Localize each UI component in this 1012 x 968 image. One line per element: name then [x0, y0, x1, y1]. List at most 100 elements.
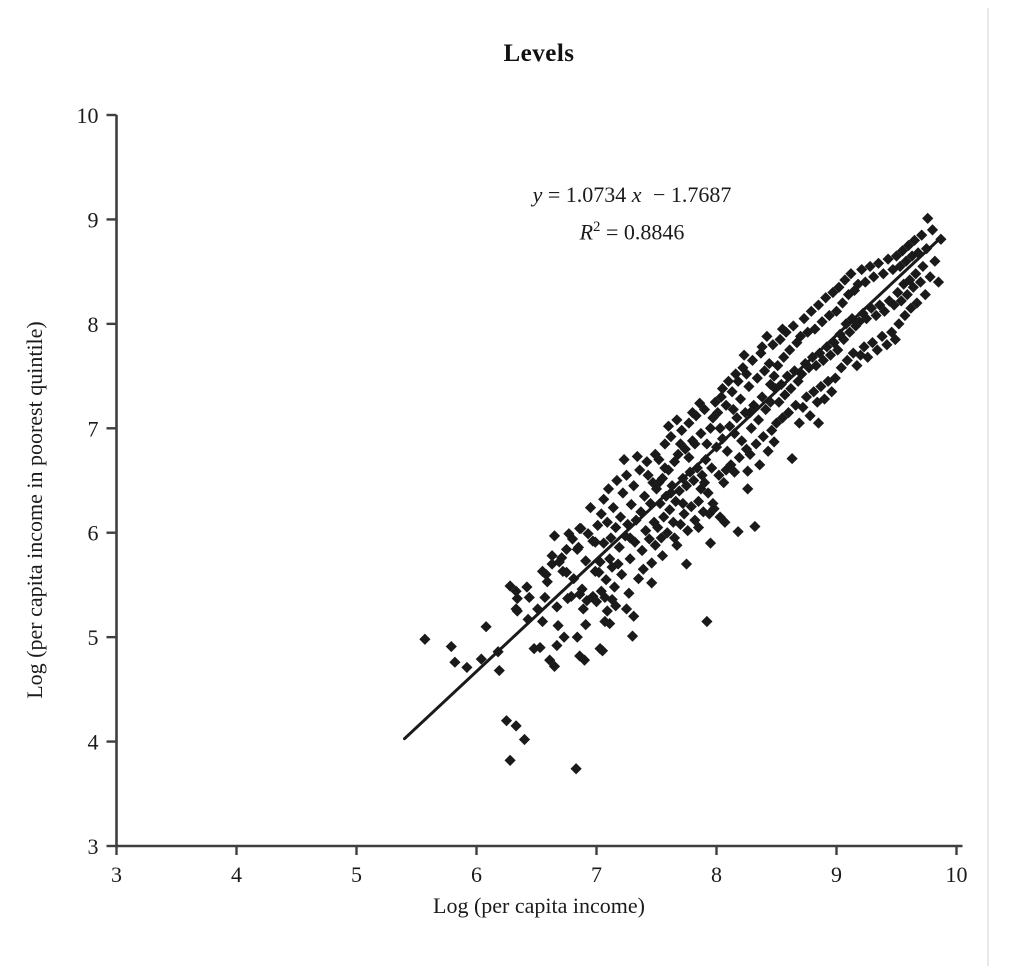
scatter-point	[636, 544, 648, 557]
scatter-point	[685, 501, 697, 513]
scatter-point	[449, 656, 461, 668]
scatter-point	[922, 212, 934, 224]
scatter-point	[736, 435, 748, 447]
y-tick-label: 10	[77, 103, 99, 128]
scatter-point	[724, 420, 736, 432]
scatter-point	[475, 653, 487, 665]
scatter-point	[716, 433, 729, 445]
y-tick-label: 9	[88, 207, 99, 232]
scatter-point	[866, 337, 879, 349]
scatter-point	[726, 386, 738, 398]
scatter-point	[575, 522, 587, 535]
scatter-point	[714, 511, 726, 523]
scatter-point	[852, 278, 864, 290]
scatter-point	[648, 516, 660, 528]
scatter-point	[840, 318, 852, 330]
scatter-point	[862, 351, 874, 363]
scatter-point	[911, 297, 923, 309]
scatter-point	[838, 333, 850, 346]
scatter-point	[666, 480, 678, 492]
regression-equation: y = 1.0734 x − 1.7687	[532, 182, 732, 207]
scatter-point	[727, 403, 739, 416]
scatter-point	[638, 490, 651, 502]
scatter-point	[740, 368, 753, 380]
scatter-point	[546, 550, 558, 562]
scatter-point	[716, 383, 729, 395]
scatter-point	[628, 480, 640, 492]
scatter-point	[598, 537, 610, 549]
scatter-point	[818, 393, 831, 405]
scatter-point	[772, 360, 784, 372]
scatter-point	[718, 476, 730, 489]
scatter-point	[637, 563, 649, 575]
scatter-point	[775, 378, 787, 391]
y-tick-label: 3	[88, 834, 99, 859]
scatter-point	[691, 462, 703, 474]
scatter-point	[744, 407, 756, 419]
scatter-point	[812, 417, 825, 429]
scatter-point	[786, 452, 798, 465]
scatter-point	[906, 250, 918, 262]
scatter-point	[766, 424, 778, 436]
scatter-point	[883, 295, 895, 307]
x-tick-label: 4	[231, 862, 242, 887]
scatter-point	[767, 339, 779, 351]
scatter-point	[732, 526, 744, 538]
scatter-point	[589, 536, 601, 548]
scatter-point	[590, 596, 603, 608]
scatter-point	[702, 487, 714, 499]
scatter-point	[882, 253, 894, 265]
scatter-point	[620, 603, 633, 615]
scatter-point	[560, 566, 573, 578]
scatter-point	[704, 537, 717, 549]
scatter-point	[720, 464, 732, 476]
scatter-point	[889, 333, 901, 346]
scatter-point	[688, 474, 700, 487]
scatter-point	[674, 518, 687, 530]
scatter-point	[834, 328, 846, 340]
scatter-point	[610, 521, 622, 534]
scatter-point	[872, 257, 885, 269]
scatter-point	[653, 476, 665, 489]
scatter-point	[480, 621, 492, 633]
scatter-point	[578, 654, 591, 666]
scatter-point	[734, 393, 747, 405]
scatter-point	[523, 591, 535, 604]
scatter-point	[522, 613, 534, 625]
scatter-point	[682, 525, 694, 537]
scatter-point	[553, 556, 565, 568]
scatter-point	[760, 403, 772, 416]
scatter-point	[839, 274, 851, 286]
scatter-point	[548, 530, 561, 542]
scatter-point	[659, 462, 671, 474]
scatter-point	[623, 587, 635, 599]
scatter-point	[871, 344, 883, 356]
scatter-point	[876, 330, 888, 342]
scatter-point	[822, 375, 834, 387]
scatter-point	[510, 720, 522, 732]
scatter-point	[755, 347, 767, 359]
scatter-point	[658, 511, 670, 523]
scatter-point	[733, 451, 745, 464]
scatter-point	[695, 483, 707, 495]
scatter-point	[577, 603, 589, 615]
scatter-point	[790, 399, 802, 411]
scatter-point	[870, 309, 882, 322]
scatter-point	[853, 316, 865, 328]
scatter-point	[826, 386, 838, 398]
scatter-point	[677, 497, 689, 510]
scatter-point	[652, 521, 664, 534]
scatter-point	[798, 313, 810, 325]
scatter-point	[604, 617, 616, 630]
scatter-point	[612, 558, 624, 570]
scatter-point	[836, 297, 849, 309]
scatter-point	[868, 271, 880, 283]
scatter-point	[580, 619, 592, 631]
scatter-point	[656, 550, 669, 562]
scatter-point	[546, 558, 558, 570]
scatter-point	[878, 305, 891, 317]
scatter-point	[804, 410, 816, 422]
scatter-point	[919, 289, 931, 301]
scatter-point	[746, 354, 759, 367]
